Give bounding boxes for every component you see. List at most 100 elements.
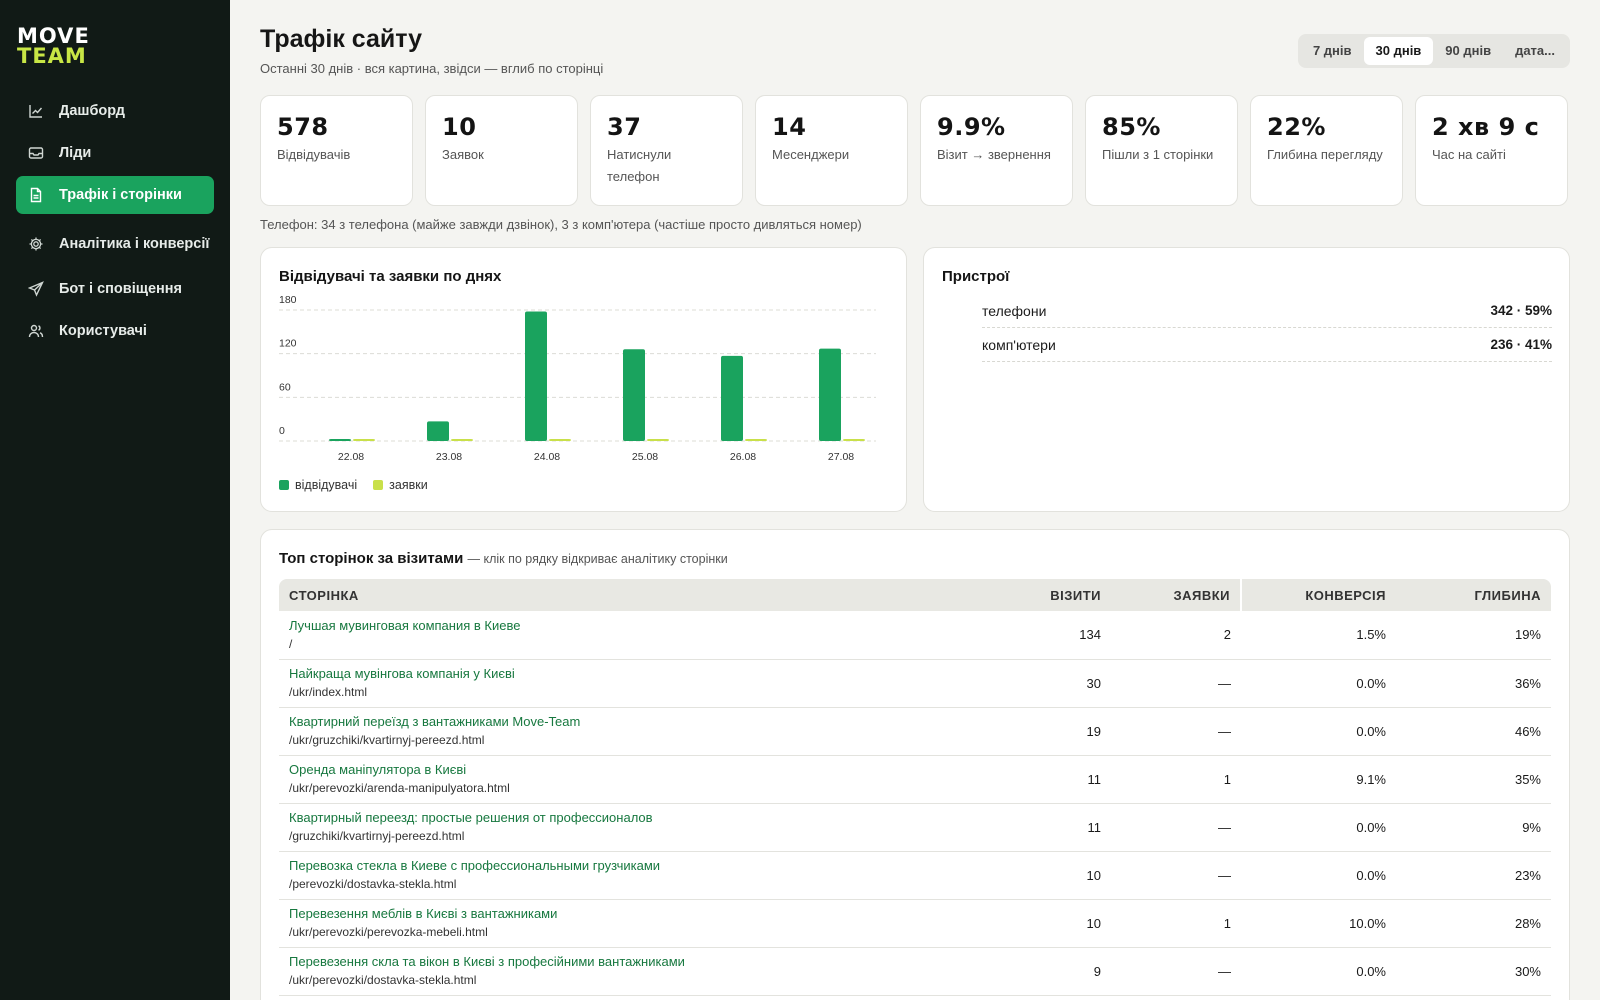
sidebar-item-label: Дашборд [59, 103, 125, 119]
legend-item-requests: заявки [373, 478, 428, 492]
period-30-days[interactable]: 30 днів [1363, 37, 1434, 65]
cell-conversion: 10.0% [1241, 899, 1396, 948]
table-row[interactable]: Найкраща мувінгова компанія у Києві/ukr/… [279, 659, 1551, 708]
page-subtitle: Останні 30 днів · вся картина, звідси — … [260, 61, 604, 76]
stat-label: Заявок [442, 147, 484, 162]
cell-depth: 19% [1396, 611, 1551, 660]
cell-page: Перевезення меблів в Києві з вантажникам… [279, 899, 999, 948]
sidebar-item-analytics[interactable]: Аналітика і конверсії [16, 218, 214, 270]
bar-visitors [427, 421, 449, 441]
sidebar-item-bot[interactable]: Бот і сповіщення [16, 270, 214, 308]
stat-value: 14 [772, 113, 807, 141]
column-header-visits[interactable]: ВІЗИТИ [999, 579, 1111, 611]
visitors-chart-card: Відвідувачі та заявки по днях 0 60 120 180 2… [260, 247, 907, 512]
page-url: /ukr/perevozki/arenda-manipulyatora.html [289, 781, 510, 795]
top-pages-hint: — клік по рядку відкриває аналітику стор… [467, 552, 728, 566]
table-header-row: СТОРІНКА ВІЗИТИ ЗАЯВКИ КОНВЕРСІЯ ГЛИБИНА [279, 579, 1551, 611]
send-icon [28, 281, 44, 297]
cell-conversion: 0.0% [1241, 707, 1396, 756]
page-url: / [289, 636, 293, 651]
cell-visits: 19 [999, 707, 1111, 756]
cell-requests: 1 [1111, 899, 1241, 948]
visitors-chart: 0 60 120 180 22.08 23.08 24.08 25.08 26.08 27.08 [279, 294, 876, 463]
sidebar-item-label: Аналітика і конверсії [59, 236, 210, 252]
legend-label: заявки [389, 478, 428, 492]
period-90-days[interactable]: 90 днів [1445, 43, 1492, 58]
cell-depth: 36% [1396, 659, 1551, 708]
logo[interactable]: MOVE TEAM [17, 24, 90, 67]
column-header-conversion[interactable]: КОНВЕРСІЯ [1241, 579, 1396, 611]
page-title-link[interactable]: Лучшая мувинговая компания в Киеве [289, 617, 521, 633]
column-header-page[interactable]: СТОРІНКА [279, 579, 999, 611]
chart-legend: відвідувачі заявки [279, 478, 444, 492]
stat-card-requests: 10 Заявок [425, 95, 578, 206]
cell-visits: 11 [999, 803, 1111, 852]
stat-label: Глибина перегляду [1267, 147, 1383, 162]
table-row[interactable]: Квартирний переїзд з вантажниками Move-T… [279, 707, 1551, 756]
stat-value: 37 [607, 113, 642, 141]
top-pages-title-text: Топ сторінок за візитами [279, 550, 464, 567]
page-title-link[interactable]: Перевезення меблів в Києві з вантажникам… [289, 906, 558, 921]
logo-line-1: MOVE [17, 24, 90, 48]
cell-depth: 35% [1396, 755, 1551, 804]
stat-label: Натиснули телефон [607, 147, 672, 184]
cell-page: Найкраща мувінгова компанія у Києві/ukr/… [279, 659, 999, 708]
stat-card-messengers: 14 Месенджери [755, 95, 908, 206]
main-content: Трафік сайту Останні 30 днів · вся карти… [230, 0, 1600, 1000]
page-title-link[interactable]: Квартирний переїзд з вантажниками Move-T… [289, 714, 581, 729]
y-tick-label: 120 [279, 338, 297, 350]
table-row[interactable]: Перевезення скла та вікон в Києві з проф… [279, 947, 1551, 996]
period-custom-date[interactable]: дата... [1515, 43, 1555, 58]
y-tick-label: 60 [279, 381, 291, 393]
page-url: /ukr/index.html [289, 685, 368, 699]
document-icon [28, 187, 44, 203]
period-7-days[interactable]: 7 днів [1312, 43, 1352, 58]
table-row[interactable]: Оренда маніпулятора в Києві/ukr/perevozk… [279, 755, 1551, 804]
page-title: Трафік сайту [260, 25, 423, 53]
sidebar-item-label: Трафік і сторінки [59, 187, 182, 203]
sidebar-item-traffic[interactable]: Трафік і сторінки [16, 176, 214, 214]
page-url: /ukr/perevozki/dostavka-stekla.html [289, 973, 477, 987]
cell-page: Оренда маніпулятора в Києві/ukr/perevozk… [279, 755, 999, 804]
bar-requests [549, 439, 571, 441]
cell-requests: — [1111, 947, 1241, 996]
table-row[interactable]: Квартирный переезд: простые решения от п… [279, 803, 1551, 852]
cell-requests: — [1111, 803, 1241, 852]
table-row[interactable]: Перевозка стекла в Киеве с профессиональ… [279, 851, 1551, 900]
cell-conversion: 9.1% [1241, 755, 1396, 804]
cell-conversion: 0.0% [1241, 659, 1396, 708]
device-value: 342 · 59% [1490, 303, 1552, 318]
page-title-link[interactable]: Найкраща мувінгова компанія у Києві [289, 666, 515, 681]
sidebar-item-label: Користувачі [59, 323, 147, 339]
sidebar-item-label: Ліди [59, 145, 92, 161]
cell-conversion: 0.0% [1241, 803, 1396, 852]
sidebar-item-leads[interactable]: Ліди [16, 134, 214, 172]
sidebar: MOVE TEAM Дашборд Ліди Трафік і сторінки [0, 0, 230, 1000]
page-title-link[interactable]: Оренда маніпулятора в Києві [289, 762, 467, 777]
stat-value: 9.9% [937, 113, 1006, 141]
bar-requests [647, 439, 669, 441]
cell-requests: — [1111, 659, 1241, 708]
legend-swatch [373, 480, 384, 490]
x-tick-label: 23.08 [436, 451, 462, 463]
cell-requests: — [1111, 707, 1241, 756]
table-row[interactable]: Перевезення меблів в Києві з вантажникам… [279, 899, 1551, 948]
top-pages-table: СТОРІНКА ВІЗИТИ ЗАЯВКИ КОНВЕРСІЯ ГЛИБИНА… [279, 579, 1551, 996]
column-header-requests[interactable]: ЗАЯВКИ [1111, 579, 1242, 611]
stat-value: 10 [442, 113, 477, 141]
cell-page: Перевозка стекла в Киеве с профессиональ… [279, 851, 999, 900]
sidebar-item-dashboard[interactable]: Дашборд [16, 92, 214, 130]
page-url: /ukr/perevozki/perevozka-mebeli.html [289, 925, 488, 939]
stat-label: Візит → звернення [937, 147, 1051, 162]
stat-value: 85% [1102, 113, 1161, 141]
page-title-link[interactable]: Квартирный переезд: простые решения от п… [289, 810, 653, 825]
stat-value: 578 [277, 113, 329, 141]
bar-requests [451, 439, 473, 441]
sidebar-item-users[interactable]: Користувачі [16, 312, 214, 350]
table-row[interactable]: Лучшая мувинговая компания в Киеве/134 2 1… [279, 611, 1551, 660]
column-header-depth[interactable]: ГЛИБИНА [1396, 579, 1551, 611]
stat-card-depth: 22% Глибина перегляду [1250, 95, 1403, 206]
page-title-link[interactable]: Перевезення скла та вікон в Києві з проф… [289, 954, 685, 969]
page-title-link[interactable]: Перевозка стекла в Киеве с профессиональ… [289, 858, 661, 873]
device-name: телефони [982, 302, 1047, 319]
